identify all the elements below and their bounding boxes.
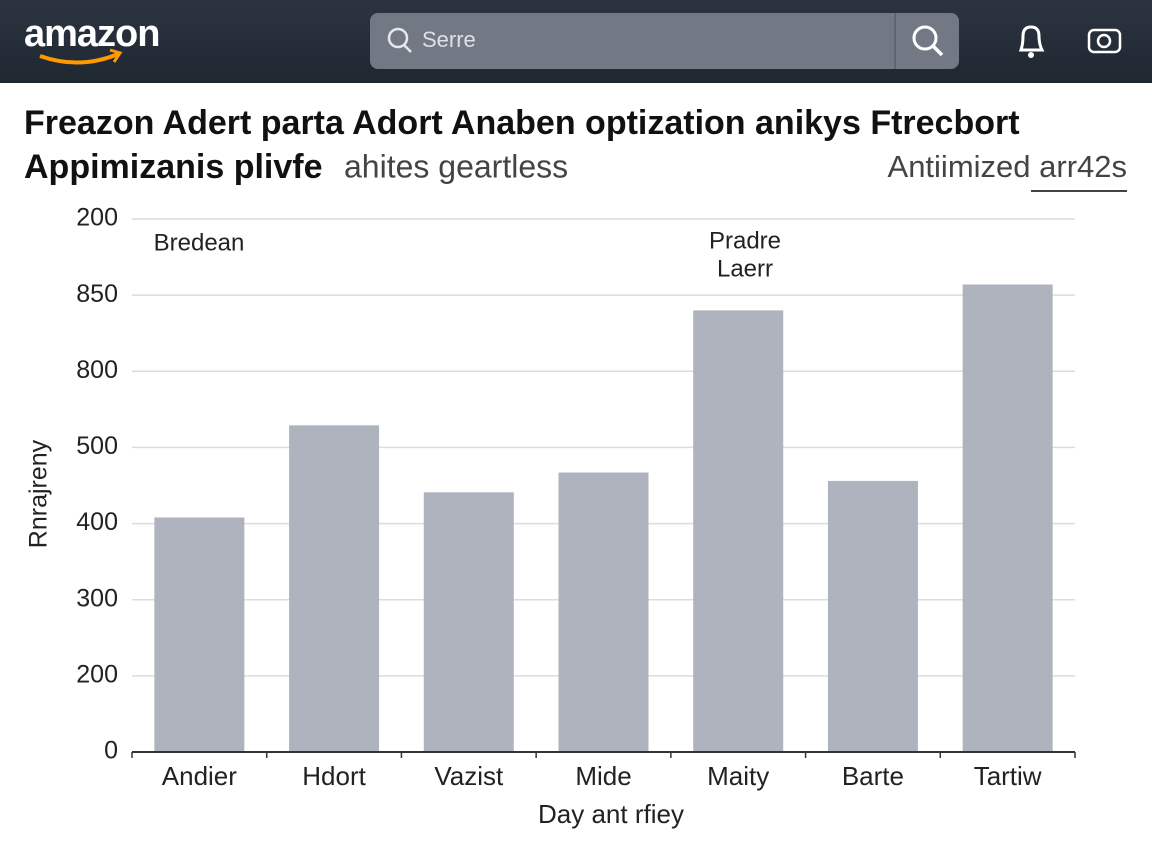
link[interactable]: Antiimized arr42s — [888, 149, 1127, 184]
x-tick-label: Andier — [162, 761, 237, 791]
title-line: Appimizanis plivfe — [24, 148, 323, 186]
bell-icon[interactable] — [1018, 25, 1045, 58]
annotation: Pradre — [709, 227, 781, 254]
x-tick-label: Barte — [842, 761, 904, 791]
y-tick-label: 850 — [76, 280, 118, 308]
y-tick-label: 300 — [76, 584, 118, 612]
x-tick-label: Maity — [707, 761, 769, 791]
camera-lens — [1096, 33, 1112, 49]
y-axis-label: Rnrajreny — [25, 439, 53, 548]
bar — [423, 492, 514, 752]
search-button[interactable] — [912, 25, 944, 57]
x-tick-label: Hdort — [302, 761, 366, 791]
x-axis-label: Day ant rfiey — [538, 799, 684, 829]
search-button-icon — [912, 25, 938, 51]
annotation: Bredean — [154, 229, 245, 256]
search-icon — [387, 27, 409, 49]
y-tick-label: 500 — [76, 432, 118, 460]
bar — [154, 517, 245, 752]
title-line: Freazon Adert parta Adort Anaben optizat… — [24, 104, 1020, 142]
logo[interactable]: amazon — [24, 13, 160, 55]
subtitle: ahites geartless — [344, 148, 568, 184]
search-button-handle — [931, 44, 944, 57]
x-tick-label: Vazist — [434, 761, 504, 791]
search-placeholder: Serre — [422, 27, 476, 52]
bar — [289, 425, 380, 752]
y-tick-label: 200 — [76, 660, 118, 688]
x-tick-label: Tartiw — [974, 761, 1042, 791]
y-tick-label: 0 — [104, 737, 118, 765]
bar — [558, 472, 649, 752]
y-tick-label: 800 — [76, 356, 118, 384]
logo-smile — [39, 52, 119, 65]
y-tick-label: 400 — [76, 508, 118, 536]
logo-arrow — [109, 48, 123, 63]
search-box[interactable] — [370, 13, 959, 69]
y-tick-label: 200 — [76, 204, 118, 232]
camera-body — [1087, 28, 1122, 54]
bell-clapper — [1028, 52, 1034, 58]
bar — [962, 284, 1053, 752]
x-tick-label: Mide — [575, 761, 631, 791]
bell-body — [1018, 25, 1045, 52]
search-icon-handle — [403, 44, 412, 53]
bar — [827, 480, 918, 752]
annotation: Laerr — [717, 255, 773, 282]
camera-icon[interactable] — [1087, 28, 1122, 54]
bar — [693, 310, 784, 752]
